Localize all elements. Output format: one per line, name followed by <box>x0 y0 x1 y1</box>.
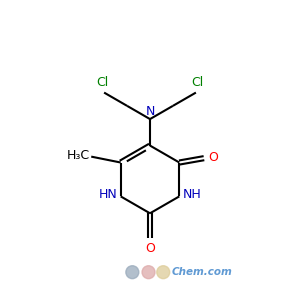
Text: Cl: Cl <box>191 76 203 89</box>
Text: O: O <box>145 242 155 255</box>
Text: Cl: Cl <box>97 76 109 89</box>
Circle shape <box>126 266 139 279</box>
Text: HN: HN <box>99 188 118 201</box>
Circle shape <box>157 266 170 279</box>
Text: N: N <box>145 105 155 118</box>
Text: Chem.com: Chem.com <box>172 267 233 277</box>
Circle shape <box>142 266 155 279</box>
Text: H₃C: H₃C <box>67 149 90 162</box>
Text: O: O <box>208 151 218 164</box>
Text: NH: NH <box>182 188 201 201</box>
